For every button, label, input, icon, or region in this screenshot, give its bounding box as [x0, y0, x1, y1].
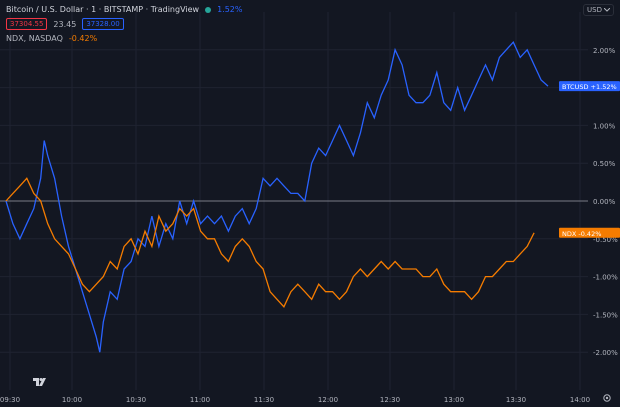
symbol-title[interactable]: Bitcoin / U.S. Dollar · 1 · BITSTAMP · T… — [6, 5, 200, 14]
spread-value: 23.45 — [53, 19, 77, 29]
y-tick-label: 0.00% — [593, 198, 616, 206]
last-value-badge — [559, 81, 620, 92]
y-tick-label: -2.00% — [593, 349, 618, 357]
last-value-text: NDX -0.42% — [562, 230, 601, 238]
y-tick-label: -0.50% — [593, 236, 618, 244]
x-tick-label: 10:30 — [126, 396, 146, 404]
x-axis: 09:30 10:00 10:30 11:00 11:30 12:00 12:30 13:00… — [0, 396, 590, 404]
x-tick-label: 09:30 — [0, 396, 20, 404]
legend-main-row: Bitcoin / U.S. Dollar · 1 · BITSTAMP · T… — [6, 4, 242, 15]
legend: Bitcoin / U.S. Dollar · 1 · BITSTAMP · T… — [6, 4, 242, 44]
compare-row: NDX, NASDAQ -0.42% — [6, 33, 242, 44]
settings-icon[interactable] — [602, 393, 612, 403]
last-value-text: BTCUSD +1.52% — [562, 83, 617, 91]
green-dot-icon — [205, 6, 212, 13]
compare-change: -0.42% — [68, 34, 98, 43]
x-tick-label: 12:00 — [318, 396, 338, 404]
y-tick-label: 1.00% — [593, 122, 616, 130]
last-value-label-btcusd: BTCUSD +1.52% — [559, 81, 620, 92]
y-tick-label: -1.00% — [593, 274, 618, 282]
bid-box[interactable]: 37304.55 — [6, 18, 48, 30]
currency-label: USD — [587, 6, 602, 14]
x-tick-label: 12:30 — [380, 396, 400, 404]
y-tick-label: 2.00% — [593, 47, 616, 55]
y-tick-label: 0.50% — [593, 160, 616, 168]
x-tick-label: 11:30 — [254, 396, 274, 404]
series-line-ndx[interactable] — [5, 177, 535, 308]
grid — [0, 12, 588, 390]
currency-selector[interactable]: USD — [583, 4, 614, 16]
y-axis: 2.00%1.50%1.00%0.50%0.00%-0.50%-1.00%-1.… — [593, 47, 618, 357]
x-tick-label: 13:00 — [444, 396, 464, 404]
x-tick-label: 11:00 — [190, 396, 210, 404]
x-tick-label: 10:00 — [62, 396, 82, 404]
y-tick-label: -1.50% — [593, 311, 618, 319]
change-percent: 1.52% — [217, 5, 243, 14]
x-tick-label: 13:30 — [506, 396, 526, 404]
last-value-badge — [559, 227, 620, 238]
series-layer — [5, 41, 549, 353]
chevron-down-icon — [604, 8, 610, 12]
tradingview-logo-icon[interactable] — [33, 377, 47, 387]
ask-box[interactable]: 37328.00 — [82, 18, 124, 30]
last-value-labels: BTCUSD +1.52% NDX -0.42% — [559, 81, 620, 238]
last-value-label-ndx: NDX -0.42% — [559, 227, 620, 238]
quote-row: 37304.55 23.45 37328.00 — [6, 18, 242, 30]
series-line-btcusd[interactable] — [5, 41, 549, 353]
x-tick-label: 14:00 — [570, 396, 590, 404]
compare-symbol[interactable]: NDX, NASDAQ — [6, 34, 63, 43]
